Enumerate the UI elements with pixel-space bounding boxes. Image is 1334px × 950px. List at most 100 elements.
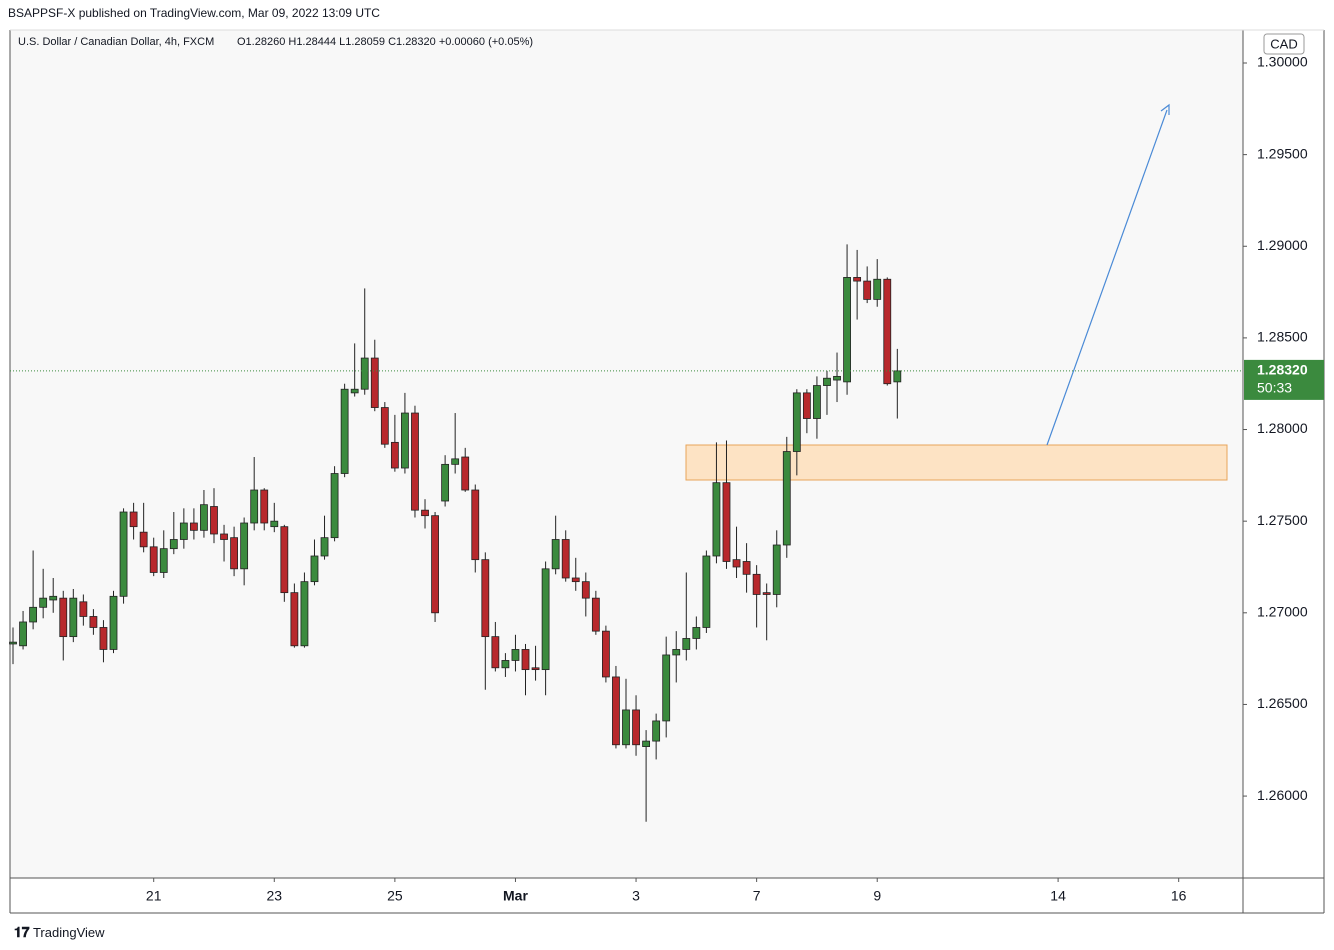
candle-body (782, 451, 791, 546)
candle-body (692, 627, 701, 639)
candle-body (99, 627, 108, 650)
candle-body (89, 616, 98, 628)
candle-body (843, 277, 851, 383)
candle-body (240, 522, 249, 570)
candle-body (652, 720, 661, 742)
candle-body (491, 636, 500, 669)
candle-body (682, 638, 691, 650)
candle-body (9, 641, 17, 645)
candle-body (360, 357, 369, 390)
candle-body (19, 621, 27, 647)
candle-body (39, 597, 48, 608)
y-tick-label: 1.26000 (1257, 787, 1308, 803)
candle-body (471, 489, 480, 561)
candle-body (883, 278, 892, 385)
candle-body (752, 573, 761, 595)
candle-body (200, 504, 208, 531)
x-tick-label: 16 (1171, 888, 1187, 904)
candle-body (833, 375, 841, 381)
candle-body (702, 555, 711, 628)
x-tick-label: 9 (873, 888, 881, 904)
candle-body (421, 509, 429, 517)
y-tick-label: 1.28500 (1257, 329, 1308, 345)
y-tick-label: 1.27500 (1257, 512, 1308, 528)
candle-body (179, 522, 188, 540)
candle-body (431, 515, 439, 614)
y-tick-label: 1.27000 (1257, 604, 1308, 620)
candle-body (772, 544, 781, 595)
candle-body (672, 649, 681, 656)
candle-body (632, 709, 640, 746)
x-tick-label: 25 (387, 888, 403, 904)
candle-body (300, 581, 309, 647)
candle-body (541, 568, 550, 671)
candle-body (792, 392, 801, 452)
candle-body (49, 595, 58, 601)
brand: 𝟏𝟕 TradingView (14, 924, 105, 940)
candle-body (642, 740, 650, 747)
x-tick-label: 7 (753, 888, 761, 904)
last-price-label: 1.28320 (1257, 362, 1308, 378)
candle-body (451, 458, 460, 465)
candle-body (270, 520, 279, 528)
x-tick-label: 3 (632, 888, 640, 904)
candle-body (571, 577, 580, 583)
candle-body (441, 463, 450, 502)
candle-body (401, 412, 409, 469)
candle-body (290, 592, 299, 647)
candle-body (330, 473, 339, 539)
x-tick-label: Mar (503, 888, 528, 904)
candle-body (712, 482, 721, 557)
ohlc-legend: O1.28260 H1.28444 L1.28059 C1.28320 +0.0… (237, 36, 533, 48)
candle-body (873, 278, 882, 300)
candle-body (411, 412, 419, 511)
candle-body (230, 537, 238, 570)
candle-body (662, 654, 671, 722)
countdown: 50:33 (1257, 380, 1292, 396)
candle-body (79, 601, 88, 617)
candle-body (511, 649, 520, 661)
candle-body (601, 630, 610, 678)
candle-body (169, 539, 178, 550)
candle-body (622, 709, 630, 746)
candle-body (762, 592, 771, 595)
candle-body (461, 456, 470, 491)
y-tick-label: 1.26500 (1257, 695, 1308, 711)
candle-body (742, 561, 751, 575)
candle-body (189, 522, 198, 531)
chart: CAD U.S. Dollar / Canadian Dollar, 4h, F… (9, 29, 1325, 914)
candle-body (863, 280, 872, 300)
candle-body (521, 649, 530, 671)
candle-body (139, 531, 148, 548)
x-tick-label: 21 (146, 888, 162, 904)
candle-body (320, 537, 329, 557)
candle-body (551, 539, 560, 570)
candle-body (29, 606, 38, 623)
candle-body (591, 597, 600, 632)
candle-body (390, 441, 399, 469)
candle-body (813, 385, 821, 419)
candle-body (350, 388, 359, 394)
projection-arrow (1046, 109, 1168, 446)
symbol: U.S. Dollar / Canadian Dollar, 4h, FXCM (18, 36, 214, 48)
x-tick-label: 14 (1050, 888, 1066, 904)
candle-body (501, 660, 510, 669)
candle-body (210, 506, 218, 535)
y-tick-label: 1.29000 (1257, 237, 1308, 253)
candle-body (802, 392, 811, 419)
candle-body (220, 533, 228, 540)
candle-body (612, 676, 620, 746)
candle-body (59, 597, 68, 638)
candle-body (119, 511, 128, 597)
candle-body (561, 539, 570, 579)
candle-body (280, 526, 289, 594)
candle-body (823, 377, 831, 386)
candle-body (129, 511, 138, 528)
y-tick-label: 1.30000 (1257, 54, 1308, 70)
publish-header: BSAPPSF-X published on TradingView.com, … (8, 6, 380, 20)
candle-body (893, 370, 902, 383)
candle-body (149, 546, 158, 573)
candle-body (260, 489, 269, 524)
candle-body (310, 555, 319, 583)
